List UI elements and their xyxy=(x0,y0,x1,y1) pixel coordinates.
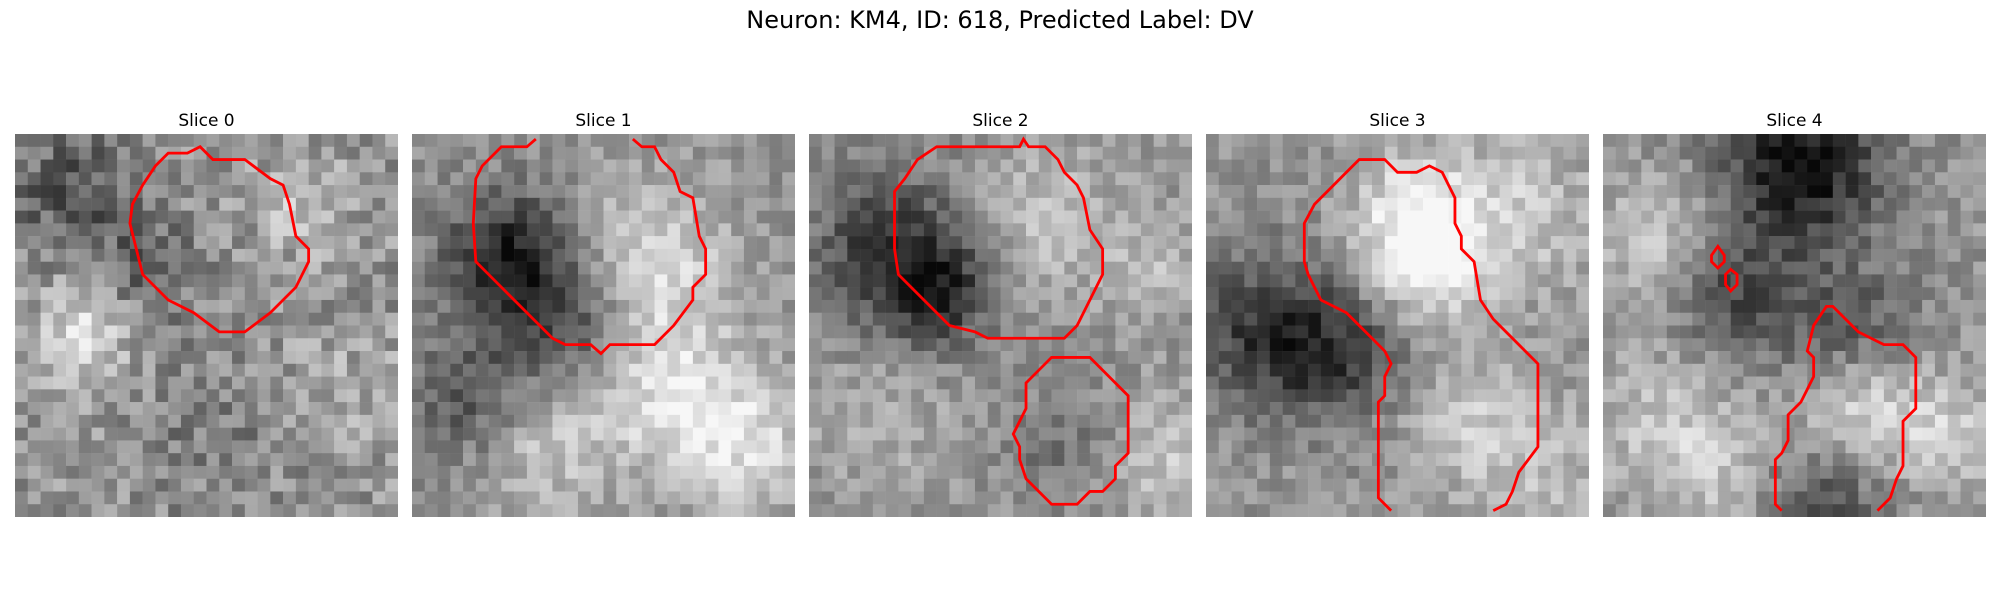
slice-panel-0: Slice 0 xyxy=(15,108,398,517)
slice-title: Slice 3 xyxy=(1369,111,1426,131)
slice-panel-4: Slice 4 xyxy=(1603,108,1986,517)
slice-title: Slice 1 xyxy=(575,111,632,131)
slice-title: Slice 0 xyxy=(178,111,235,131)
slice-image xyxy=(1603,134,1986,517)
slice-image xyxy=(809,134,1192,517)
slice-panel-1: Slice 1 xyxy=(412,108,795,517)
slice-title: Slice 4 xyxy=(1766,111,1823,131)
slice-panel-2: Slice 2 xyxy=(809,108,1192,517)
slice-title: Slice 2 xyxy=(972,111,1029,131)
contour xyxy=(471,138,708,356)
slice-panel-3: Slice 3 xyxy=(1206,108,1589,517)
contour xyxy=(128,145,311,334)
slice-image xyxy=(15,134,398,517)
contour xyxy=(1710,243,1918,512)
slice-image xyxy=(1206,134,1589,517)
contour xyxy=(893,136,1130,506)
figure-title: Neuron: KM4, ID: 618, Predicted Label: D… xyxy=(746,6,1254,34)
slice-image xyxy=(412,134,795,517)
contour xyxy=(1302,158,1540,512)
